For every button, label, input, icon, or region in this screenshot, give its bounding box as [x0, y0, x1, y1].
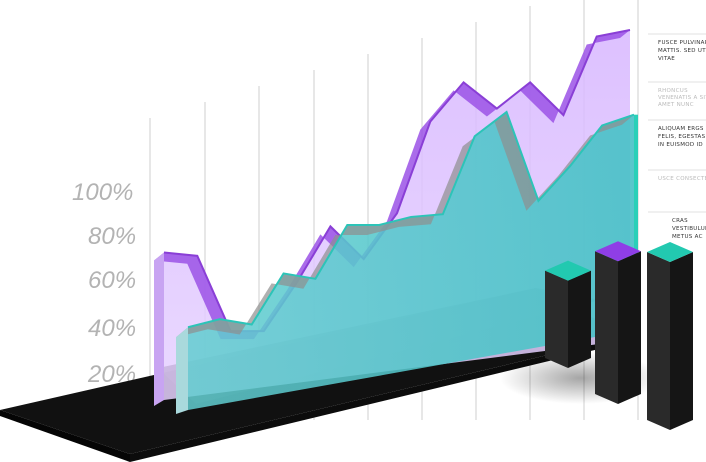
- legend-item: RHONCUS VENENATIS A SIT AMET NUNC: [648, 81, 706, 108]
- series-side-teal: [176, 327, 188, 414]
- y-tick-label: 80%: [88, 223, 136, 250]
- block: [647, 242, 693, 430]
- legend-text: USCE CONSECTET: [658, 176, 706, 182]
- legend-text: FUSCE PULVINAR EFFICITMATTIS. SED UT TEL…: [658, 40, 706, 62]
- legend-item: USCE CONSECTET: [648, 169, 706, 182]
- series-line-teal: [187, 110, 635, 329]
- legend-item: ALIQUAM ERGS FELIS, EGESTAS IN EUISMOD ID: [648, 119, 706, 148]
- y-tick-label: 100%: [72, 179, 133, 206]
- series-edge-teal: [176, 112, 634, 338]
- legend-text: RHONCUS VENENATIS A SIT AMET NUNC: [658, 88, 706, 108]
- legend-item: CRASVESTIBULUMMETUS AC: [648, 211, 706, 240]
- y-tick-label: 60%: [88, 267, 136, 294]
- series-side-purple: [154, 252, 164, 406]
- series-edge-purple: [154, 30, 630, 340]
- legend-item: FUSCE PULVINAR EFFICITMATTIS. SED UT TEL…: [648, 33, 706, 62]
- y-axis-ticks: 20%40%60%80%100%: [72, 179, 136, 388]
- legend-text: CRASVESTIBULUMMETUS AC: [672, 218, 706, 240]
- legend-text: ALIQUAM ERGS FELIS, EGESTAS IN EUISMOD ID: [658, 126, 706, 148]
- y-tick-label: 40%: [88, 315, 136, 342]
- block: [545, 260, 591, 368]
- series-right-edge-teal: [634, 114, 638, 330]
- block-group: [545, 241, 693, 430]
- series-layer: [154, 29, 638, 414]
- legend: FUSCE PULVINAR EFFICITMATTIS. SED UT TEL…: [648, 33, 706, 240]
- block: [595, 241, 641, 404]
